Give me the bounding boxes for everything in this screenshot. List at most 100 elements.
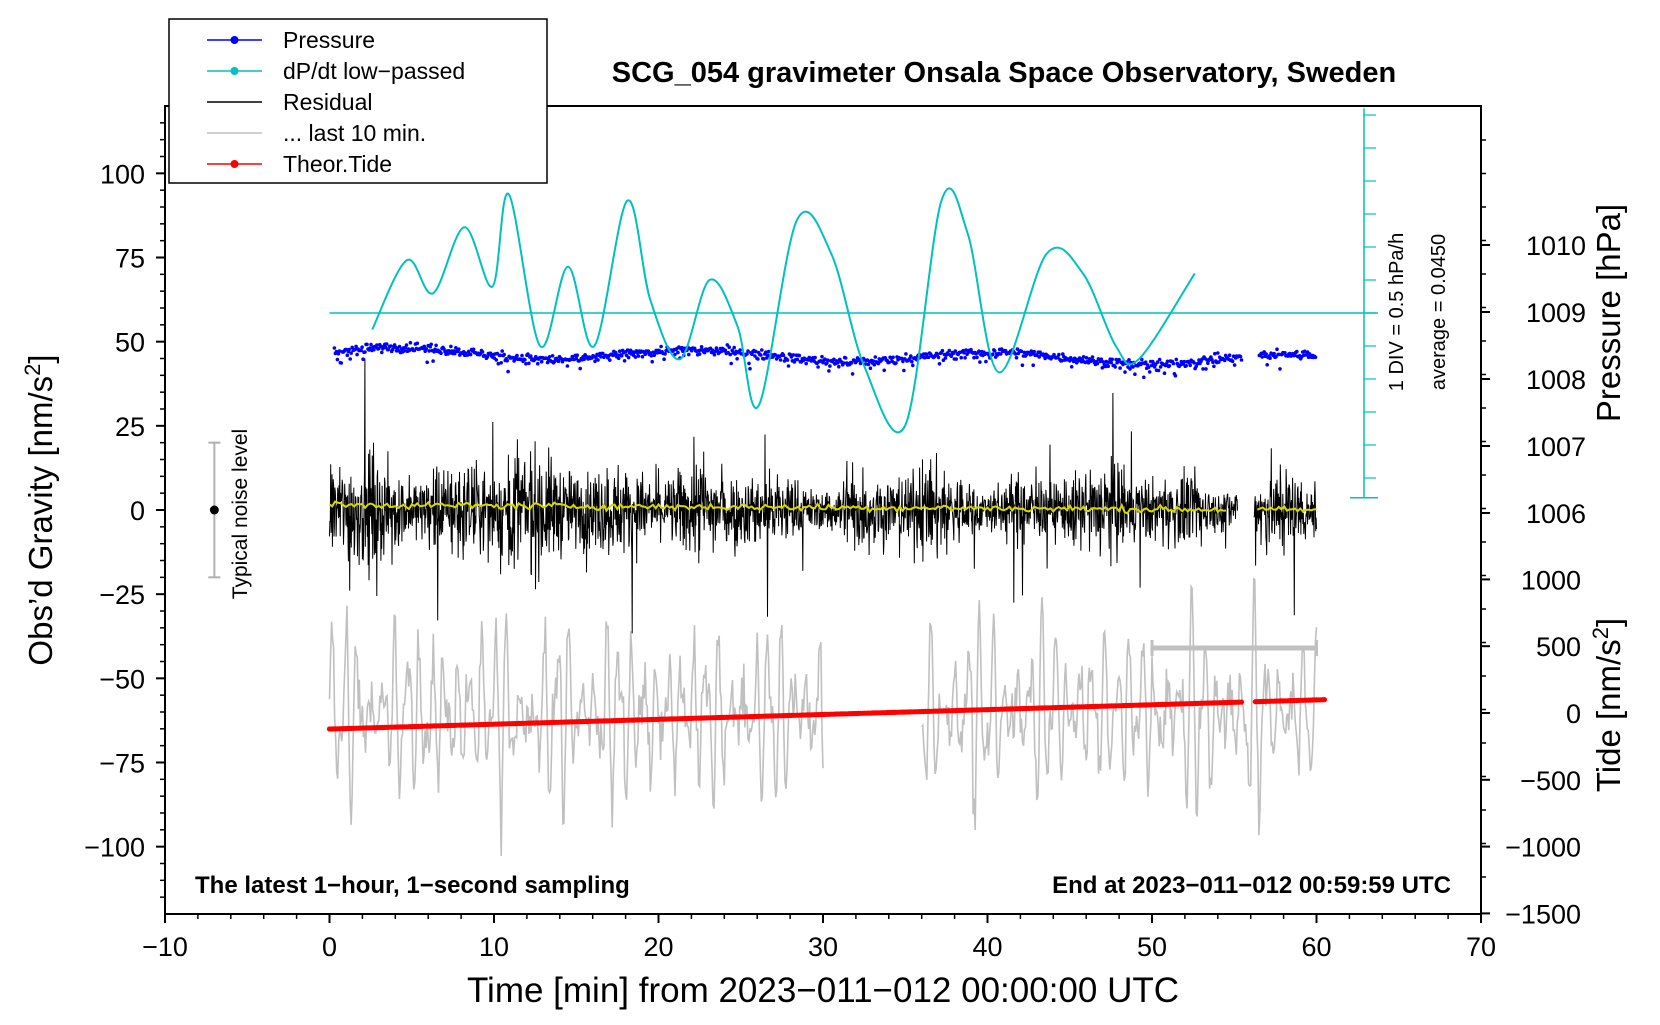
pressure-point bbox=[738, 348, 742, 352]
pressure-point bbox=[729, 361, 733, 366]
pressure-point bbox=[1304, 353, 1309, 357]
pressure-point bbox=[496, 361, 501, 366]
pressure-point bbox=[422, 344, 427, 349]
pressure-point bbox=[1313, 355, 1318, 360]
pressure-point bbox=[350, 345, 355, 350]
pressure-point bbox=[697, 352, 702, 356]
pressure-point bbox=[337, 349, 342, 353]
pressure-point bbox=[640, 354, 645, 359]
pressure-point bbox=[335, 357, 340, 362]
pressure-point bbox=[332, 346, 337, 350]
pressure-point bbox=[345, 353, 350, 358]
pressure-point bbox=[813, 355, 817, 360]
pressure-point bbox=[582, 357, 586, 362]
pressure-point bbox=[499, 361, 504, 365]
pressure-point bbox=[1217, 360, 1221, 364]
pressure-point bbox=[565, 364, 570, 368]
pressure-point bbox=[836, 361, 840, 365]
y-axis-label-tide-sup: 2 bbox=[1588, 627, 1613, 639]
pressure-point bbox=[935, 352, 940, 357]
dpdt-series bbox=[371, 187, 1196, 434]
pressure-point bbox=[354, 344, 358, 349]
y-tick-label: 0 bbox=[130, 496, 145, 526]
pressure-point bbox=[1106, 364, 1110, 369]
pressure-point bbox=[904, 352, 908, 356]
pressure-point bbox=[953, 349, 958, 353]
pressure-point bbox=[633, 355, 638, 359]
pressure-point bbox=[902, 368, 906, 373]
tide-point bbox=[1238, 699, 1245, 705]
pressure-point bbox=[659, 344, 663, 349]
pressure-point bbox=[1192, 361, 1196, 365]
pressure-point bbox=[601, 351, 605, 356]
y-tick-label: −75 bbox=[99, 749, 145, 779]
pressure-point bbox=[1239, 358, 1244, 362]
legend: Pressure dP/dt low−passed Residual ... last… bbox=[168, 18, 548, 184]
pressure-point bbox=[1104, 359, 1109, 364]
pressure-point bbox=[887, 360, 891, 365]
y-tick-label: −25 bbox=[99, 580, 145, 610]
pressure-point bbox=[1171, 361, 1176, 366]
noise-center-dot bbox=[209, 505, 219, 515]
pressure-point bbox=[1264, 352, 1268, 356]
pressure-point bbox=[949, 354, 954, 359]
pressure-point bbox=[471, 347, 476, 352]
pressure-point bbox=[439, 351, 443, 356]
pressure-point bbox=[636, 354, 641, 358]
pressure-point bbox=[619, 354, 624, 358]
pressure-point bbox=[1216, 351, 1220, 355]
pressure-point bbox=[764, 350, 768, 355]
pressure-point bbox=[1032, 349, 1036, 354]
pressure-point bbox=[849, 361, 854, 365]
pressure-point bbox=[363, 350, 367, 354]
pressure-point bbox=[348, 357, 353, 361]
last10-series bbox=[328, 605, 824, 857]
residual-series bbox=[1253, 448, 1317, 616]
pressure-point bbox=[650, 359, 654, 364]
pressure-point bbox=[649, 354, 654, 358]
pressure-point bbox=[599, 355, 603, 359]
pressure-point bbox=[663, 352, 667, 356]
x-tick-label: 10 bbox=[479, 932, 509, 962]
pressure-point bbox=[1127, 358, 1131, 362]
tide-tick-label: 500 bbox=[1536, 632, 1581, 662]
pressure-point bbox=[1100, 366, 1105, 370]
pressure-point bbox=[485, 355, 490, 359]
pressure-point bbox=[702, 350, 707, 355]
pressure-point bbox=[608, 358, 612, 362]
pressure-point bbox=[1014, 355, 1019, 360]
pressure-point bbox=[676, 350, 680, 355]
pressure-point bbox=[797, 353, 802, 358]
pressure-point bbox=[1167, 364, 1172, 368]
pressure-point bbox=[795, 357, 800, 362]
pressure-point bbox=[871, 359, 876, 363]
pressure-point bbox=[527, 361, 531, 366]
pressure-point bbox=[825, 361, 829, 365]
pressure-point bbox=[506, 369, 510, 374]
pressure-point bbox=[756, 357, 760, 361]
pressure-point bbox=[894, 361, 898, 365]
pressure-point bbox=[680, 345, 684, 350]
x-tick-label: 70 bbox=[1466, 932, 1496, 962]
y-tick-label: −50 bbox=[99, 664, 145, 694]
pressure-point bbox=[1013, 352, 1018, 356]
pressure-point bbox=[1142, 375, 1146, 380]
dpdt-average-label: average = 0.0450 bbox=[1428, 234, 1450, 390]
pressure-point bbox=[937, 362, 942, 366]
pressure-point bbox=[681, 349, 685, 354]
pressure-point bbox=[545, 360, 550, 365]
y-axis-label-left-base: Obs’d Gravity [nm/s bbox=[22, 376, 59, 666]
pressure-point bbox=[349, 351, 354, 355]
bottom-right-note: End at 2023−011−012 00:59:59 UTC bbox=[1052, 872, 1451, 899]
pressure-point bbox=[781, 353, 786, 358]
legend-label: Theor.Tide bbox=[283, 151, 392, 177]
pressure-point bbox=[947, 348, 952, 353]
pressure-point bbox=[539, 359, 544, 364]
x-tick-label: 60 bbox=[1301, 932, 1331, 962]
pressure-point bbox=[359, 348, 363, 353]
pressure-point bbox=[556, 359, 561, 364]
pressure-point bbox=[415, 341, 420, 346]
pressure-point bbox=[1173, 373, 1178, 378]
pressure-point bbox=[1060, 358, 1064, 363]
pressure-point bbox=[347, 347, 352, 352]
